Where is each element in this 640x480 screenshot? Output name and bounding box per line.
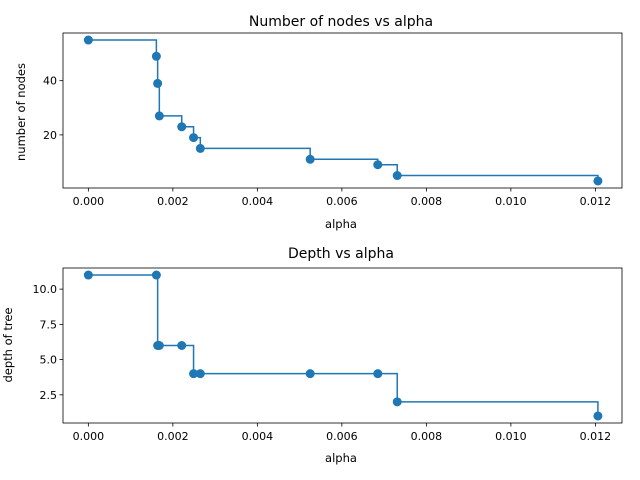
data-point — [83, 35, 93, 45]
plot-area: 0.000 0.002 0.004 0.006 0.008 0.010 0.012 20 40 — [43, 32, 623, 208]
data-point — [373, 160, 383, 170]
data-point — [83, 270, 93, 280]
y-tick-label: 2.5 — [40, 389, 58, 402]
x-tick-label: 0.010 — [495, 430, 527, 443]
data-point — [305, 154, 315, 164]
series-step-line — [88, 274, 599, 416]
x-tick-label: 0.004 — [242, 195, 274, 208]
chart-depth-vs-alpha: Depth vs alpha alpha depth of tree 0.000… — [1, 246, 623, 465]
data-point — [305, 369, 315, 379]
y-tick-label: 10.0 — [33, 283, 58, 296]
x-tick-label: 0.008 — [411, 195, 443, 208]
y-tick-label: 5.0 — [40, 354, 58, 367]
data-point — [195, 369, 205, 379]
x-tick-label: 0.002 — [157, 195, 189, 208]
x-tick-label: 0.006 — [326, 195, 358, 208]
x-tick-label: 0.012 — [580, 430, 612, 443]
y-axis-label: depth of tree — [1, 307, 15, 382]
x-tick-label: 0.008 — [411, 430, 443, 443]
x-tick-label: 0.000 — [73, 430, 105, 443]
series-step-line — [88, 39, 599, 181]
plot-area: 0.000 0.002 0.004 0.006 0.008 0.010 0.012 2.5 5.… — [33, 267, 623, 443]
x-tick-label: 0.006 — [326, 430, 358, 443]
x-tick-label: 0.010 — [495, 195, 527, 208]
data-point — [177, 341, 187, 350]
data-point — [154, 111, 164, 121]
data-point — [189, 133, 199, 143]
data-point — [154, 341, 164, 350]
chart-title: Depth vs alpha — [288, 246, 394, 262]
x-tick-label: 0.012 — [580, 195, 612, 208]
data-point — [195, 143, 205, 153]
data-point — [151, 51, 161, 61]
x-axis-label: alpha — [325, 451, 357, 465]
chart-nodes-vs-alpha: Number of nodes vs alpha alpha number of… — [14, 14, 623, 231]
x-tick-label: 0.002 — [157, 430, 189, 443]
data-point — [593, 176, 603, 186]
data-point — [392, 171, 402, 181]
data-point — [151, 270, 161, 280]
x-tick-label: 0.004 — [242, 430, 274, 443]
data-point — [153, 78, 163, 88]
chart-title: Number of nodes vs alpha — [249, 14, 433, 30]
y-axis-label: number of nodes — [14, 63, 28, 161]
y-tick-label: 7.5 — [40, 318, 58, 331]
data-point — [593, 411, 603, 421]
y-tick-label: 40 — [43, 75, 57, 88]
data-point — [177, 122, 187, 132]
x-tick-label: 0.000 — [73, 195, 105, 208]
data-point — [392, 397, 402, 407]
data-point — [373, 369, 383, 379]
data-point — [189, 369, 199, 379]
axes-frame — [62, 267, 623, 424]
y-tick-label: 20 — [43, 129, 57, 142]
axes-frame — [62, 32, 623, 189]
x-axis-label: alpha — [325, 217, 357, 231]
